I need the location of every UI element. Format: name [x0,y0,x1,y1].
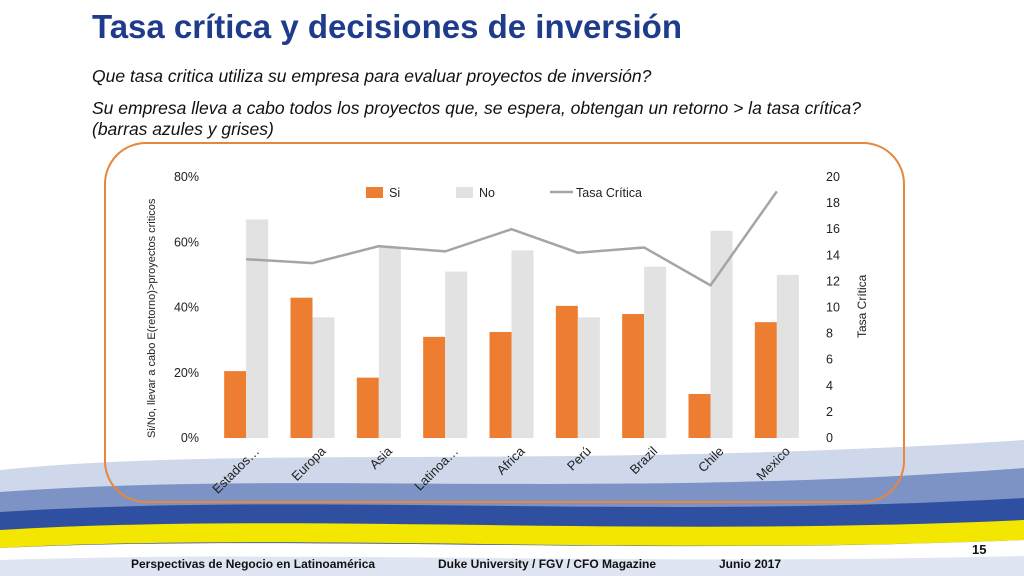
page-number: 15 [972,542,987,557]
y2-tick-10: 20 [826,170,840,184]
x-tick-3: Latinoa… [411,444,461,494]
bar-si-5 [555,305,578,438]
y-tick-4: 80% [174,170,199,184]
footer-center: Duke University / FGV / CFO Magazine [438,557,657,571]
bar-no-3 [445,271,468,438]
y-tick-2: 40% [174,301,199,315]
chart-frame [104,142,905,503]
y2-tick-3: 6 [826,353,833,367]
x-tick-5: Perú [564,444,594,474]
footer-date: Junio 2017 [719,557,782,571]
bar-no-7 [710,230,733,438]
bar-si-4 [489,331,512,438]
y-axis-label: Si/No, llevar a cabo E(retorno)>proyecto… [146,198,158,438]
y2-tick-5: 10 [826,301,840,315]
x-tick-6: Brazil [627,443,661,477]
bar-si-3 [423,336,446,438]
y2-tick-4: 8 [826,327,833,341]
y2-tick-8: 16 [826,222,840,236]
question-1: Que tasa critica utiliza su empresa para… [92,66,652,86]
bar-no-4 [511,250,534,438]
slide-title: Tasa crítica y decisiones de inversión [92,8,682,45]
legend-si-label: Si [389,186,400,200]
bar-no-1 [312,317,335,438]
legend-no-label: No [479,186,495,200]
bar-no-0 [246,219,269,438]
legend: Si No Tasa Crítica [366,186,642,200]
y2-tick-2: 4 [826,379,833,393]
legend-no-swatch [456,187,473,198]
bar-no-2 [378,247,401,438]
bar-si-7 [688,393,711,438]
y2-tick-1: 2 [826,405,833,419]
legend-si-swatch [366,187,383,198]
y2-axis-label: Tasa Crítica [855,274,869,338]
y2-tick-9: 18 [826,196,840,210]
y2-tick-7: 14 [826,248,840,262]
bar-si-2 [356,377,379,438]
bar-no-5 [577,317,600,438]
y-tick-0: 0% [181,431,199,445]
bar-si-0 [224,371,247,438]
x-tick-1: Europa [288,443,329,484]
x-tick-2: Asia [366,443,395,472]
y-tick-3: 60% [174,235,199,249]
y-tick-1: 20% [174,366,199,380]
bar-si-8 [754,322,777,438]
x-tick-8: Mexico [753,444,793,484]
bar-no-8 [776,274,799,438]
x-tick-0: Estados… [209,444,262,497]
footer-left: Perspectivas de Negocio en Latinoamérica [131,557,376,571]
bar-si-1 [290,297,313,438]
line-tasa-critica [246,190,778,287]
x-tick-7: Chile [695,444,727,476]
x-tick-4: Africa [494,443,529,478]
legend-tasa-label: Tasa Crítica [576,186,642,200]
y2-tick-6: 12 [826,274,840,288]
y2-tick-0: 0 [826,431,833,445]
bar-no-6 [644,266,667,438]
question-2: Su empresa lleva a cabo todos los proyec… [92,98,862,139]
bar-si-6 [622,314,645,438]
